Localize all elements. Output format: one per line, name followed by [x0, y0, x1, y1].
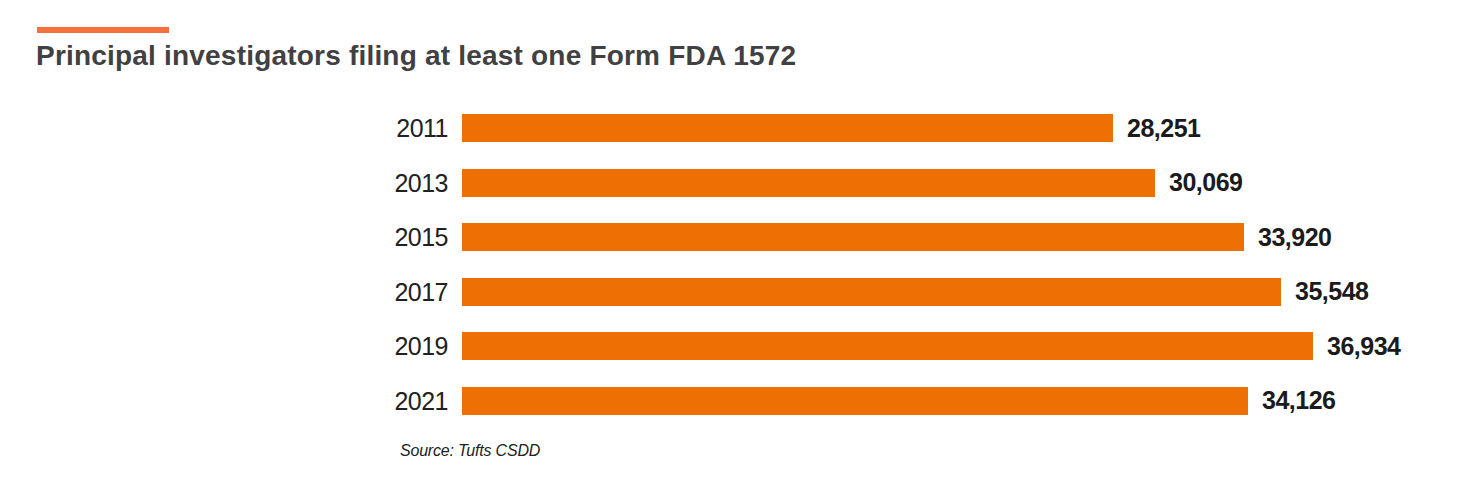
page-title: Principal investigators filing at least …	[36, 40, 796, 72]
source-note: Source: Tufts CSDD	[400, 442, 540, 460]
bar	[462, 114, 1113, 142]
value-label: 33,920	[1258, 223, 1331, 252]
chart-row: 2011 28,251	[0, 114, 1478, 142]
chart-canvas: Principal investigators filing at least …	[0, 0, 1478, 500]
bar	[462, 332, 1313, 360]
value-label: 35,548	[1295, 277, 1368, 306]
category-label: 2011	[0, 114, 462, 142]
category-label: 2017	[0, 278, 462, 306]
chart-row: 2019 36,934	[0, 332, 1478, 360]
bar	[462, 278, 1281, 306]
bar	[462, 387, 1248, 415]
category-label: 2013	[0, 169, 462, 197]
bar	[462, 223, 1244, 251]
value-label: 34,126	[1262, 386, 1335, 415]
chart-row: 2021 34,126	[0, 387, 1478, 415]
category-label: 2021	[0, 387, 462, 415]
value-label: 36,934	[1327, 332, 1400, 361]
category-label: 2019	[0, 332, 462, 360]
chart-row: 2013 30,069	[0, 169, 1478, 197]
value-label: 30,069	[1169, 168, 1242, 197]
bar-chart: 2011 28,251 2013 30,069 2015 33,920 2017 35,548…	[0, 114, 1478, 415]
chart-row: 2015 33,920	[0, 223, 1478, 251]
accent-line	[37, 27, 169, 33]
value-label: 28,251	[1127, 114, 1200, 143]
chart-row: 2017 35,548	[0, 278, 1478, 306]
bar	[462, 169, 1155, 197]
category-label: 2015	[0, 223, 462, 251]
